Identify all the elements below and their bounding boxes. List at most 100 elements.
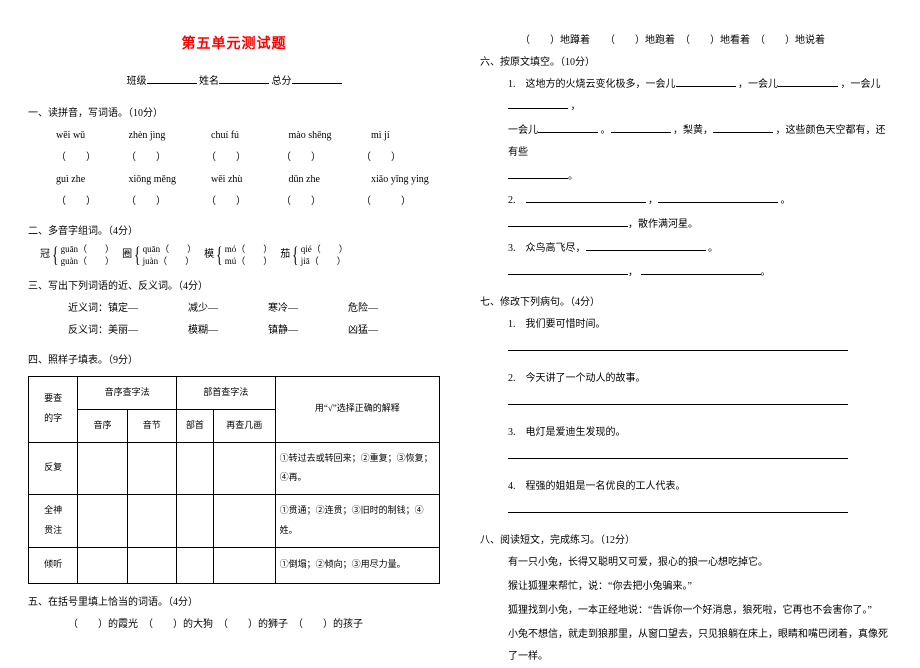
s1-heading: 一、读拼音，写词语。（10分）: [28, 103, 440, 125]
s5-line2: （ ）地蹲着 （ ）地跑着 （ ）地看着 （ ）地说着: [480, 30, 892, 52]
s1-pinyin-row2: guì zhe xiōng měng wēi zhù dūn zhe xiǎo …: [28, 169, 440, 191]
reading: mú（ ）: [225, 255, 273, 268]
pinyin: mào shēng: [289, 125, 369, 147]
char: 茄: [280, 244, 290, 266]
s5-heading: 五、在括号里填上恰当的词语。（4分）: [28, 592, 440, 614]
th: 要查 的字: [29, 376, 78, 442]
reading: jiā（ ）: [301, 255, 348, 268]
blank: [658, 192, 778, 203]
cell: 倾听: [29, 547, 78, 583]
s5-line1: （ ）的霞光 （ ）的大狗 （ ）的狮子 （ ）的孩子: [28, 614, 440, 636]
sub: 再查几画: [213, 409, 275, 442]
blank: [586, 240, 706, 251]
text: 。: [708, 243, 718, 254]
s8-p1: 有一只小兔，长得又聪明又可爱，狠心的狼一心想吃掉它。: [480, 552, 892, 574]
text: 。: [568, 171, 578, 182]
reading: qié（ ）: [301, 243, 348, 256]
pinyin: dūn zhe: [289, 169, 369, 191]
answer-blank: [480, 338, 892, 360]
s3-line2: 反义词：美丽— 模糊— 镇静— 凶猛—: [28, 320, 440, 342]
sub: 音节: [127, 409, 176, 442]
text: 一会儿: [508, 125, 538, 136]
cell: 全神 贯注: [29, 495, 78, 548]
s8-p4: 小兔不想信，就走到狼那里，从窗口望去，只见狼躺在床上，眼睛和嘴巴闭着，真像死了一…: [480, 624, 892, 668]
blank: [676, 76, 736, 87]
pinyin: zhèn jìng: [129, 125, 209, 147]
s7-q1: 1. 我们要可惜时间。: [480, 314, 892, 336]
blank: [778, 76, 838, 87]
pinyin: xiōng měng: [129, 169, 209, 191]
cell: ①倒塌；②倾向；③用尽力量。: [275, 547, 439, 583]
text: 2.: [508, 195, 526, 206]
reading: juàn（ ）: [143, 255, 197, 268]
page-title: 第五单元测试题: [28, 30, 440, 61]
s6-q3: 3. 众鸟高飞尽， 。: [480, 238, 892, 260]
section-8: 八、阅读短文，完成练习。（12分） 有一只小兔，长得又聪明又可爱，狠心的狼一心想…: [480, 530, 892, 668]
section-1: 一、读拼音，写词语。（10分） wēi wǔ zhèn jìng chuí fú…: [28, 103, 440, 213]
s1-pinyin-row1: wēi wǔ zhèn jìng chuí fú mào shēng mì jí: [28, 125, 440, 147]
cell: ①贯通；②连贯；③旧时的制钱；④姓。: [275, 495, 439, 548]
text: ，梨黄，: [673, 125, 713, 136]
s6-q1: 1. 这地方的火烧云变化极多，一会儿 ，一会儿 ，一会儿 ，: [480, 74, 892, 118]
th: 音序查字法: [78, 376, 177, 409]
text: 1. 这地方的火烧云变化极多，一会儿: [508, 79, 676, 90]
pinyin: mì jí: [371, 125, 441, 147]
section-5: 五、在括号里填上恰当的词语。（4分） （ ）的霞光 （ ）的大狗 （ ）的狮子 …: [28, 592, 440, 636]
s4-table: 要查 的字 音序查字法 部首查字法 用“√”选择正确的解释 音序 音节 部首 再…: [28, 376, 440, 584]
th: 用“√”选择正确的解释: [275, 376, 439, 442]
sub: 音序: [78, 409, 127, 442]
s7-heading: 七、修改下列病句。（4分）: [480, 292, 892, 314]
answer-blank: [480, 392, 892, 414]
reading: guān（ ）: [61, 243, 115, 256]
s8-p2: 猴让狐狸来帮忙，说：“你去把小兔骗来。”: [480, 576, 892, 598]
text: ，: [571, 101, 581, 112]
section-4: 四、照样子填表。（9分） 要查 的字 音序查字法 部首查字法 用“√”选择正确的…: [28, 350, 440, 584]
s6-q2-cont: ，散作满河星。: [480, 214, 892, 236]
blank: [508, 216, 628, 227]
section-2: 二、多音字组词。（4分） 冠{ guān（ ）guàn（ ） 圈{ quān（ …: [28, 221, 440, 268]
s1-paren-row2: （ ）（ ）（ ）（ ）（ ）: [28, 191, 440, 213]
char: 模: [204, 244, 214, 266]
s7-q4: 4. 程强的姐姐是一名优良的工人代表。: [480, 476, 892, 498]
header-fields: 班级 姓名 总分: [28, 71, 440, 93]
text: ，散作满河星。: [628, 219, 698, 230]
s3-heading: 三、写出下列词语的近、反义词。（4分）: [28, 276, 440, 298]
s6-q3-cont: ， 。: [480, 262, 892, 284]
section-6: 六、按原文填空。（10分） 1. 这地方的火烧云变化极多，一会儿 ，一会儿 ，一…: [480, 52, 892, 284]
blank: [538, 122, 598, 133]
score-label: 总分: [272, 76, 292, 87]
cell: 反复: [29, 442, 78, 495]
sub: 部首: [176, 409, 213, 442]
s6-q1-cont: 一会儿 。 ，梨黄， ，这些颜色天空都有，还有些: [480, 120, 892, 164]
score-blank: [292, 72, 342, 84]
s7-q2: 2. 今天讲了一个动人的故事。: [480, 368, 892, 390]
text: ，: [628, 267, 638, 278]
s7-q3: 3. 电灯是爱迪生发现的。: [480, 422, 892, 444]
s1-paren-row1: （ ）（ ）（ ）（ ）（ ）: [28, 147, 440, 169]
name-label: 姓名: [199, 76, 219, 87]
s2-heading: 二、多音字组词。（4分）: [28, 221, 440, 243]
section-3: 三、写出下列词语的近、反义词。（4分） 近义词：镇定— 减少— 寒冷— 危险— …: [28, 276, 440, 342]
th: 部首查字法: [176, 376, 275, 409]
char: 圈: [122, 244, 132, 266]
text: ，一会儿: [841, 79, 881, 90]
s2-groups: 冠{ guān（ ）guàn（ ） 圈{ quān（ ）juàn（ ） 模{ m…: [28, 243, 440, 268]
s8-p3: 狐狸找到小兔，一本正经地说：“告诉你一个好消息，狼死啦，它再也不会害你了。”: [480, 600, 892, 622]
char: 冠: [40, 244, 50, 266]
s6-q1-cont2: 。: [480, 166, 892, 188]
blank: [508, 168, 568, 179]
pinyin: wēi zhù: [211, 169, 286, 191]
s4-heading: 四、照样子填表。（9分）: [28, 350, 440, 372]
reading: quān（ ）: [143, 243, 197, 256]
text: 3. 众鸟高飞尽，: [508, 243, 586, 254]
pinyin: chuí fú: [211, 125, 286, 147]
s6-q2: 2. ， 。: [480, 190, 892, 212]
pinyin: guì zhe: [56, 169, 126, 191]
reading: guàn（ ）: [61, 255, 115, 268]
section-7: 七、修改下列病句。（4分） 1. 我们要可惜时间。 2. 今天讲了一个动人的故事…: [480, 292, 892, 522]
text: 。: [781, 195, 791, 206]
blank: [508, 264, 628, 275]
reading: mó（ ）: [225, 243, 273, 256]
answer-blank: [480, 446, 892, 468]
text: 。: [601, 125, 611, 136]
